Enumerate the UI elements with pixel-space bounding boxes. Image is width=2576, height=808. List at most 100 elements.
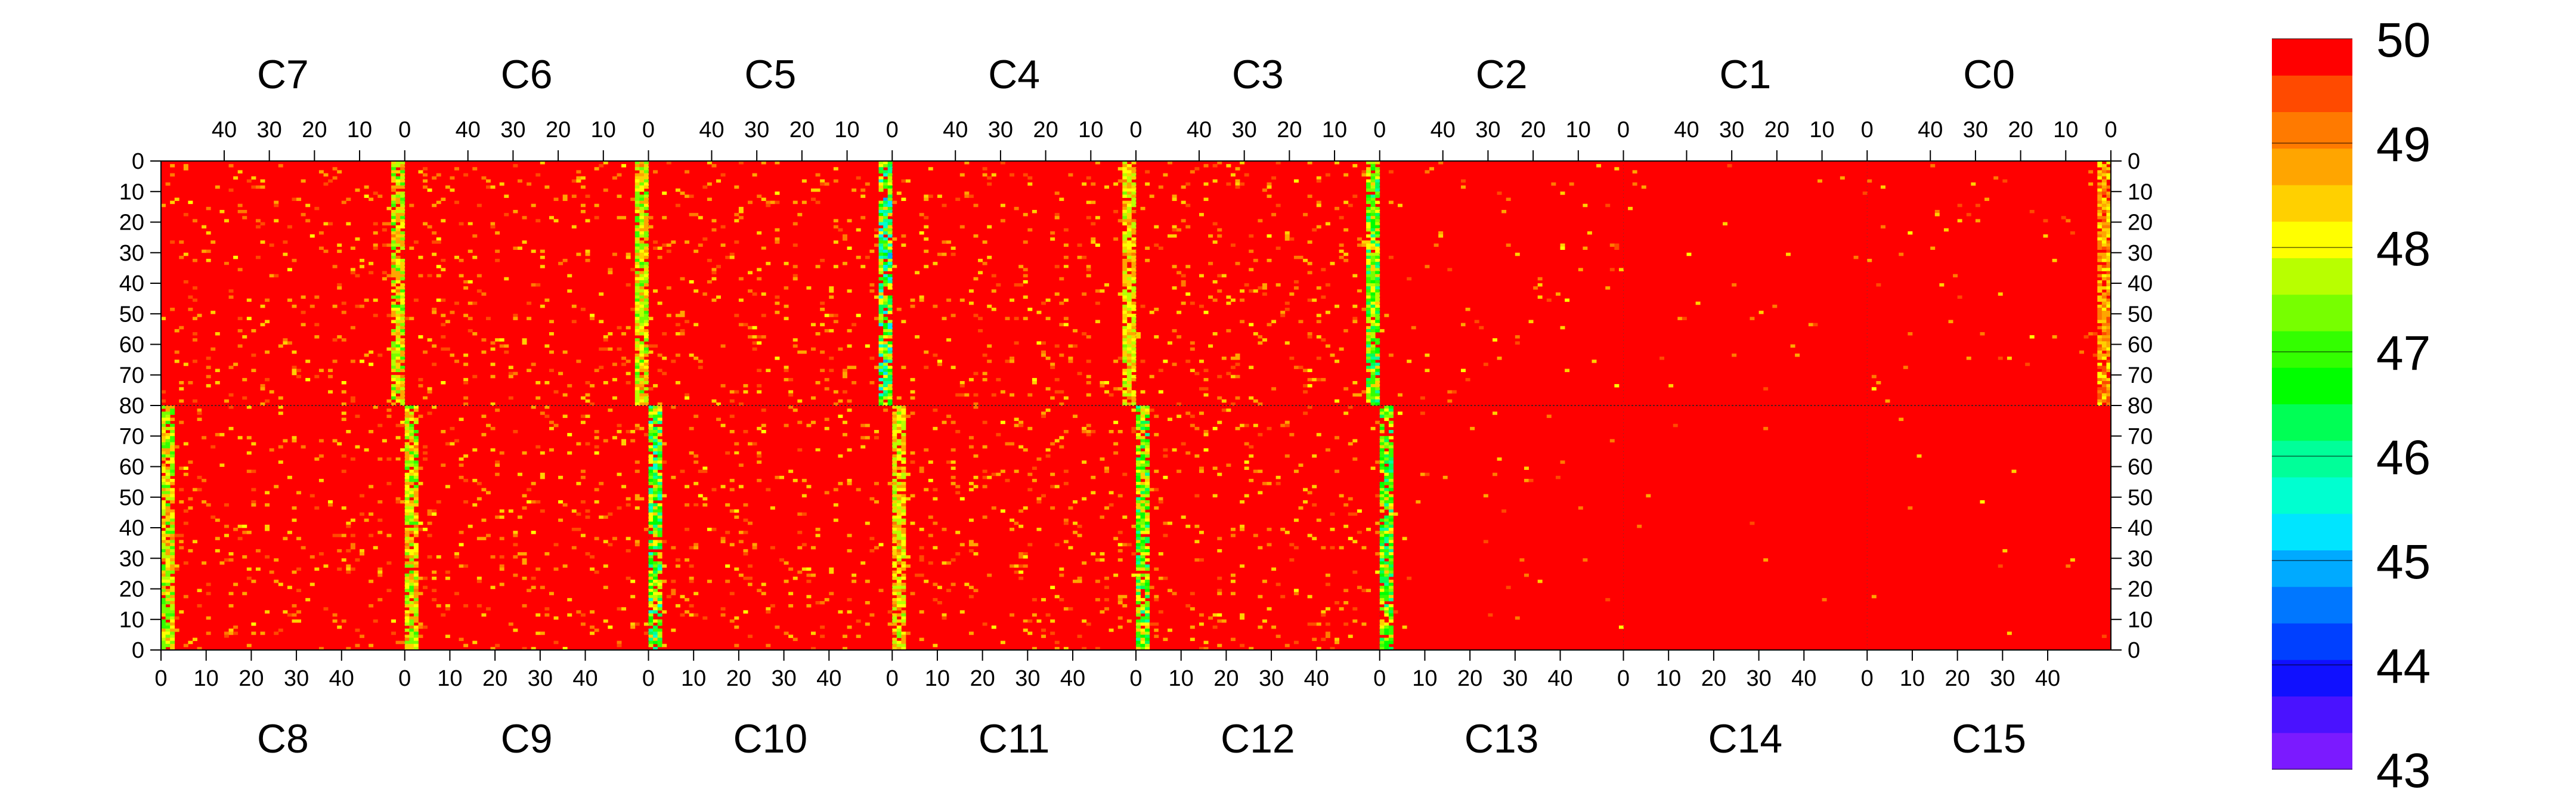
heatmap-cell bbox=[165, 616, 171, 620]
heatmap-cell bbox=[400, 387, 405, 391]
heatmap-cell bbox=[1122, 203, 1128, 208]
heatmap-cell bbox=[634, 265, 640, 268]
heatmap-cell bbox=[1352, 393, 1358, 397]
heatmap-cell bbox=[463, 564, 469, 568]
heatmap-cell bbox=[1100, 479, 1105, 482]
heatmap-cell bbox=[1140, 528, 1145, 531]
heatmap-cell bbox=[942, 561, 947, 565]
heatmap-cell bbox=[360, 512, 365, 516]
heatmap-cell bbox=[1366, 377, 1371, 382]
heatmap-cell bbox=[463, 234, 469, 238]
heatmap-cell bbox=[1126, 216, 1132, 219]
heatmap-cell bbox=[1154, 243, 1159, 247]
heatmap-cell bbox=[901, 616, 906, 620]
heatmap-cell bbox=[391, 210, 397, 213]
heatmap-cell bbox=[1122, 399, 1128, 403]
heatmap-cell bbox=[504, 213, 509, 216]
heatmap-cell bbox=[508, 509, 513, 513]
heatmap-cell bbox=[1172, 265, 1177, 268]
heatmap-cell bbox=[165, 583, 171, 586]
heatmap-cell bbox=[1122, 222, 1128, 226]
heatmap-cell bbox=[400, 176, 405, 180]
heatmap-cell bbox=[942, 317, 947, 320]
heatmap-cell bbox=[639, 249, 645, 253]
heatmap-cell bbox=[1240, 289, 1245, 293]
heatmap-cell bbox=[2106, 304, 2111, 308]
heatmap-cell bbox=[165, 469, 171, 473]
heatmap-cell bbox=[2101, 344, 2107, 348]
heatmap-cell bbox=[1366, 326, 1371, 330]
heatmap-cell bbox=[1131, 271, 1137, 275]
heatmap-cell bbox=[643, 203, 649, 208]
heatmap-cell bbox=[292, 366, 297, 369]
heatmap-cell bbox=[634, 423, 640, 428]
heatmap-cell bbox=[436, 298, 441, 302]
heatmap-cell bbox=[400, 289, 405, 293]
heatmap-cell bbox=[1149, 488, 1154, 491]
heatmap-cell bbox=[2088, 332, 2094, 336]
heatmap-cell bbox=[1140, 540, 1145, 544]
heatmap-cell bbox=[1370, 308, 1376, 311]
heatmap-cell bbox=[1370, 259, 1376, 262]
heatmap-cell bbox=[1185, 225, 1191, 229]
heatmap-cell bbox=[653, 631, 658, 635]
heatmap-cell bbox=[418, 577, 423, 580]
heatmap-cell bbox=[729, 592, 735, 596]
heatmap-cell bbox=[531, 646, 536, 651]
heatmap-cell bbox=[1348, 512, 1353, 516]
heatmap-cell bbox=[725, 503, 730, 507]
heatmap-cell bbox=[608, 332, 613, 336]
heatmap-cell bbox=[878, 350, 884, 354]
heatmap-cell bbox=[409, 469, 414, 473]
heatmap-cell bbox=[215, 332, 220, 336]
heatmap-cell bbox=[1117, 531, 1123, 534]
heatmap-cell bbox=[901, 534, 906, 537]
heatmap-cell bbox=[1086, 265, 1091, 268]
heatmap-cell bbox=[1136, 497, 1141, 501]
heatmap-cell bbox=[255, 549, 261, 553]
heatmap-cell bbox=[391, 531, 397, 534]
heatmap-cell bbox=[766, 488, 771, 491]
heatmap-cell bbox=[161, 445, 166, 449]
heatmap-cell bbox=[283, 439, 288, 442]
heatmap-cell bbox=[883, 381, 888, 385]
heatmap-cell bbox=[634, 374, 640, 379]
heatmap-cell bbox=[892, 454, 897, 458]
heatmap-cell bbox=[1126, 350, 1132, 354]
heatmap-cell bbox=[634, 176, 640, 180]
heatmap-cell bbox=[648, 637, 654, 642]
heatmap-cell bbox=[1136, 475, 1141, 479]
heatmap-cell bbox=[391, 308, 397, 311]
heatmap-cell bbox=[693, 619, 699, 623]
heatmap-cell bbox=[1126, 347, 1132, 351]
heatmap-cell bbox=[323, 182, 329, 186]
heatmap-cell bbox=[1131, 402, 1137, 406]
heatmap-cell bbox=[634, 274, 640, 278]
heatmap-cell bbox=[463, 280, 469, 284]
heatmap-cell bbox=[603, 515, 608, 519]
heatmap-cell bbox=[296, 619, 302, 623]
heatmap-cell bbox=[450, 426, 455, 431]
heatmap-cell bbox=[1091, 265, 1096, 268]
heatmap-cell bbox=[2097, 161, 2103, 165]
heatmap-cell bbox=[991, 274, 996, 278]
heatmap-cell bbox=[887, 384, 893, 388]
heatmap-cell bbox=[648, 595, 654, 599]
heatmap-cell bbox=[413, 497, 419, 501]
heatmap-cell bbox=[1244, 283, 1249, 287]
heatmap-cell bbox=[1185, 292, 1191, 296]
heatmap-cell bbox=[404, 482, 410, 485]
heatmap-cell bbox=[648, 589, 654, 593]
heatmap-cell bbox=[720, 537, 726, 540]
heatmap-cell bbox=[418, 335, 423, 339]
heatmap-cell bbox=[1375, 231, 1380, 235]
heatmap-cell bbox=[2101, 369, 2107, 373]
heatmap-cell bbox=[1560, 219, 1565, 222]
heatmap-cell bbox=[1054, 191, 1060, 195]
heatmap-cell bbox=[653, 580, 658, 583]
heatmap-cell bbox=[639, 274, 645, 278]
heatmap-cell bbox=[892, 643, 897, 648]
heatmap-cell bbox=[792, 454, 798, 458]
heatmap-cell bbox=[476, 580, 482, 583]
heatmap-cell bbox=[1370, 167, 1376, 171]
